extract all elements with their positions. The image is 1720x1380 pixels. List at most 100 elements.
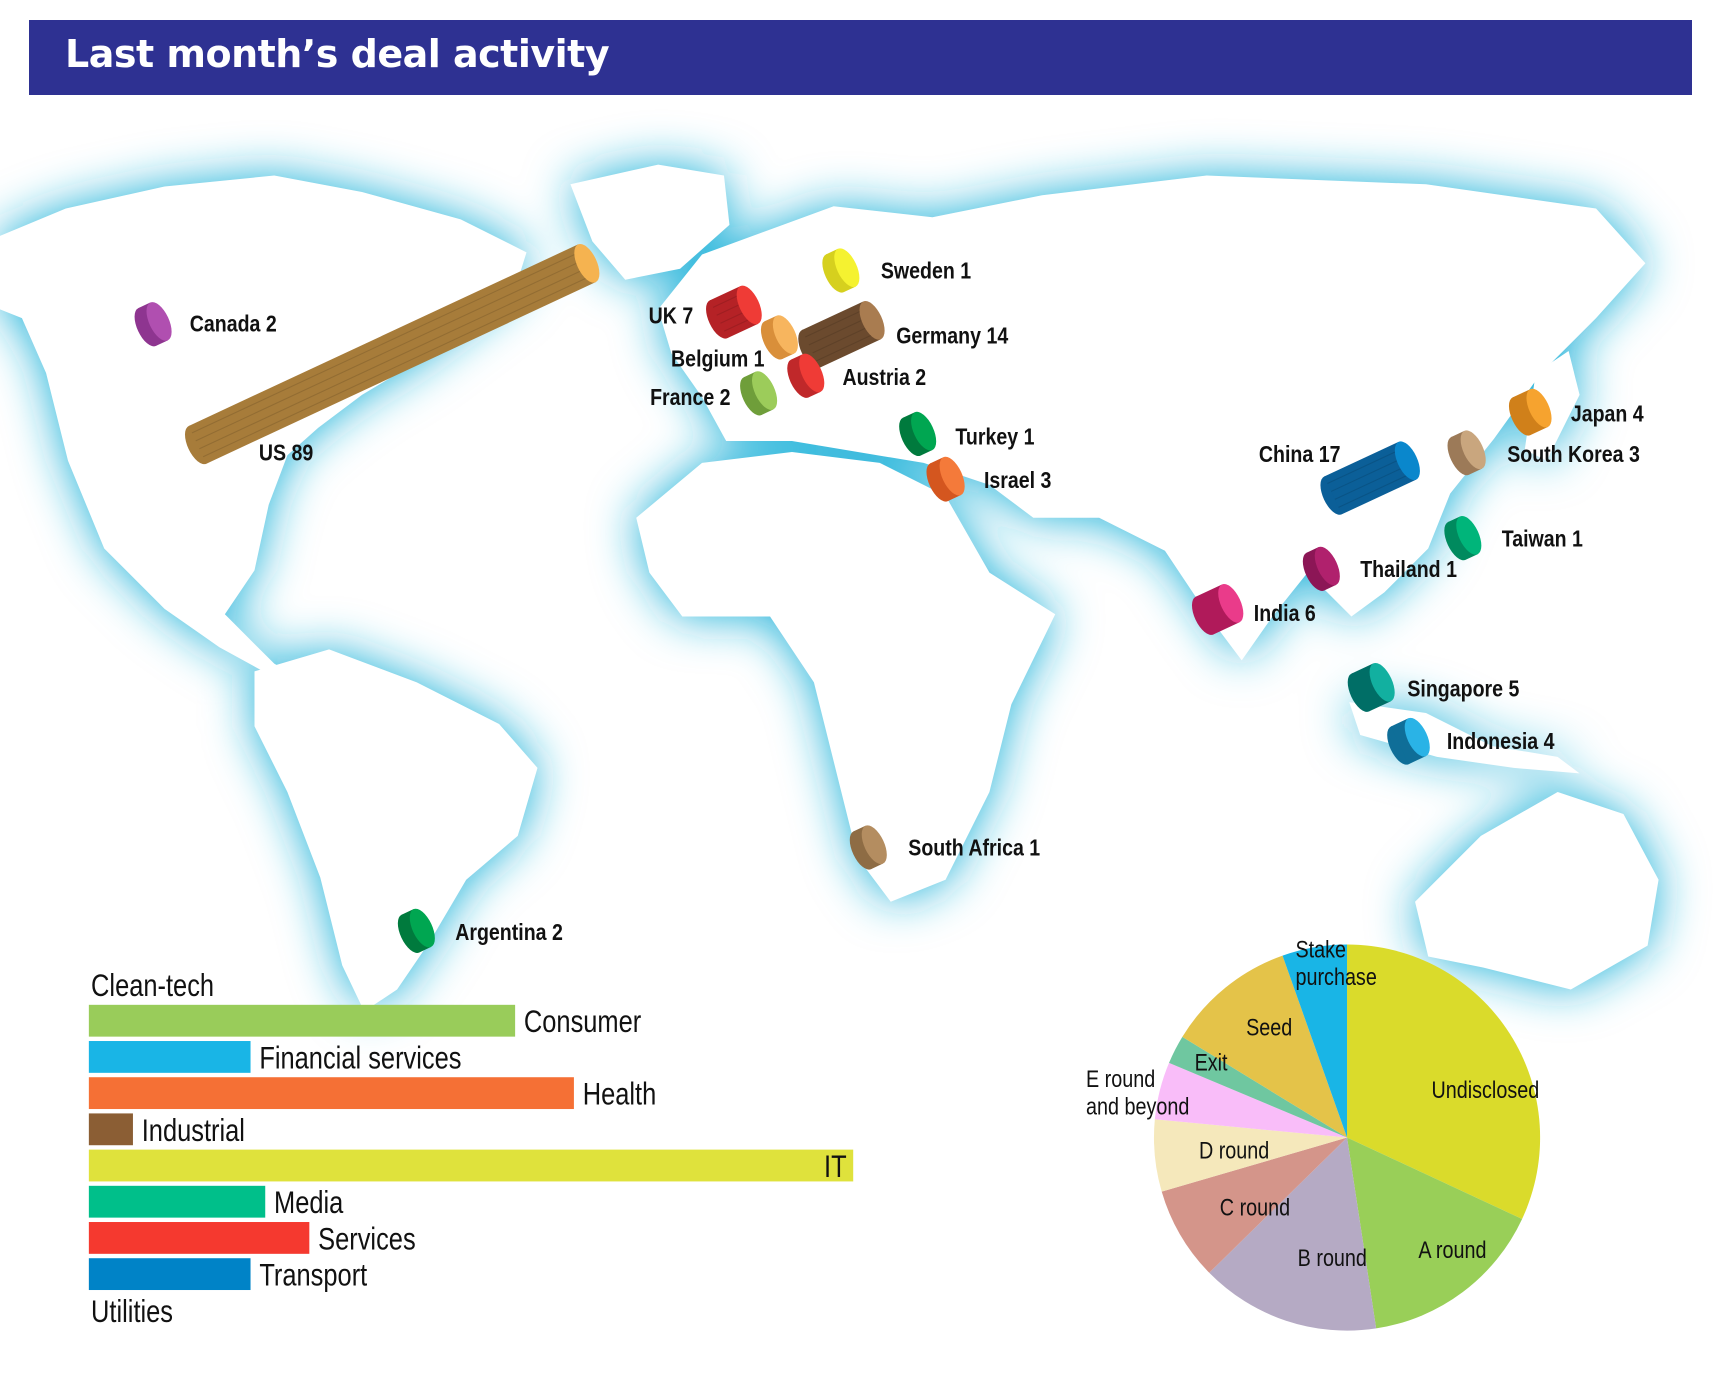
deal-count: 17 xyxy=(1319,441,1341,467)
continent-greenland xyxy=(570,164,730,280)
marker-cap xyxy=(859,300,885,340)
bar-industrial xyxy=(88,1113,133,1146)
bar-label-services: Services xyxy=(318,1222,416,1257)
marker-cap xyxy=(574,243,600,283)
country-name: US xyxy=(259,440,292,466)
country-name: Turkey xyxy=(955,424,1023,450)
marker-taiwan xyxy=(1444,515,1482,561)
label-argentina: Argentina 2 xyxy=(455,920,563,946)
marker-body xyxy=(188,244,596,464)
marker-turkey xyxy=(899,411,937,457)
deal-count: 89 xyxy=(291,440,313,466)
slice-a-round xyxy=(1347,1137,1523,1329)
marker-cap xyxy=(409,908,435,948)
marker-cap xyxy=(1526,388,1552,428)
bar-transport xyxy=(88,1258,251,1291)
continent-south-america xyxy=(254,649,538,1012)
marker-south-korea xyxy=(1447,430,1486,476)
deal-count: 6 xyxy=(1305,600,1316,626)
deal-count: 2 xyxy=(266,311,277,337)
slice-label-b-round: B round xyxy=(1298,1244,1367,1271)
bar-financial-services xyxy=(88,1041,251,1073)
slice-label-stake-purchase: purchase xyxy=(1295,963,1376,990)
slice-label-exit: Exit xyxy=(1195,1049,1228,1076)
bar-label-health: Health xyxy=(583,1077,657,1112)
label-thailand: Thailand 1 xyxy=(1360,557,1457,583)
marker-cap xyxy=(939,456,965,496)
continent-australia xyxy=(1415,792,1659,990)
marker-us xyxy=(184,243,600,465)
marker-austria xyxy=(787,353,825,398)
deal-count: 1 xyxy=(1024,424,1035,450)
slice-label-d-round: D round xyxy=(1199,1137,1269,1164)
label-singapore: Singapore 5 xyxy=(1407,676,1519,702)
label-belgium: Belgium 1 xyxy=(671,346,765,372)
bar-label-consumer: Consumer xyxy=(524,1005,642,1040)
marker-body xyxy=(1351,663,1391,712)
marker-cap xyxy=(772,315,798,354)
slice-seed xyxy=(1182,955,1348,1138)
label-austria: Austria 2 xyxy=(842,365,926,391)
label-china: China 17 xyxy=(1259,441,1341,467)
bar-label-transport: Transport xyxy=(259,1258,367,1293)
label-south-korea: South Korea 3 xyxy=(1507,441,1640,467)
marker-belgium xyxy=(760,315,798,360)
country-name: France xyxy=(650,384,720,410)
label-turkey: Turkey 1 xyxy=(955,424,1034,450)
label-taiwan: Taiwan 1 xyxy=(1502,526,1583,552)
marker-body xyxy=(1195,584,1240,635)
slice-e-round-and-beyond xyxy=(1154,1062,1348,1138)
marker-cap xyxy=(799,353,825,393)
label-south-africa: South Africa 1 xyxy=(908,835,1040,861)
continent-eurasia xyxy=(658,175,1646,661)
label-uk: UK 7 xyxy=(649,303,694,329)
deal-markers: US 89 Canada 2 UK 7 Belgium 1 Germany 14 Swed… xyxy=(134,243,1644,953)
marker-cap xyxy=(1314,546,1340,586)
marker-cap xyxy=(1394,441,1420,481)
deal-count: 1 xyxy=(754,346,765,372)
country-name: Canada xyxy=(190,311,266,337)
marker-cap xyxy=(911,411,937,451)
marker-cap xyxy=(1404,717,1430,757)
sector-bar-chart: Clean-tech Consumer Financial services Heal… xyxy=(88,968,854,1330)
marker-france xyxy=(740,371,778,416)
bar-label-media: Media xyxy=(274,1186,344,1221)
marker-thailand xyxy=(1302,546,1340,591)
map-land xyxy=(0,164,1659,1012)
slice-d-round xyxy=(1153,1119,1348,1192)
deal-count: 14 xyxy=(986,323,1008,349)
label-canada: Canada 2 xyxy=(190,311,277,337)
bar-it xyxy=(88,1149,854,1182)
marker-cap xyxy=(834,248,860,288)
label-indonesia: Indonesia 4 xyxy=(1447,729,1555,755)
bar-label-industrial: Industrial xyxy=(142,1113,245,1148)
country-name: China xyxy=(1259,441,1319,467)
bar-label-it: IT xyxy=(824,1149,847,1184)
marker-cap xyxy=(736,285,762,325)
bar-consumer xyxy=(88,1004,516,1037)
bar-services xyxy=(88,1222,310,1254)
country-name: UK xyxy=(649,303,683,329)
page-title: Last month’s deal activity xyxy=(65,32,610,76)
label-germany: Germany 14 xyxy=(896,323,1008,349)
country-name: South Africa xyxy=(908,835,1029,861)
slice-label-stake-purchase: Stake xyxy=(1295,936,1346,963)
marker-israel xyxy=(926,456,965,502)
slice-label-seed: Seed xyxy=(1246,1014,1292,1041)
marker-cap xyxy=(146,302,172,341)
marker-argentina xyxy=(397,908,435,953)
marker-cap xyxy=(1369,662,1395,702)
deal-count: 7 xyxy=(682,303,693,329)
label-sweden: Sweden 1 xyxy=(881,258,971,284)
country-name: Belgium xyxy=(671,346,754,372)
title-bar: Last month’s deal activity xyxy=(29,20,1692,95)
country-name: Indonesia xyxy=(1447,729,1544,755)
country-name: Japan xyxy=(1571,401,1633,427)
slice-undisclosed xyxy=(1347,944,1541,1219)
slice-b-round xyxy=(1209,1137,1377,1331)
slice-stake-purchase xyxy=(1282,944,1348,1138)
label-france: France 2 xyxy=(650,384,731,410)
label-israel: Israel 3 xyxy=(984,468,1052,494)
country-name: Thailand xyxy=(1360,557,1446,583)
